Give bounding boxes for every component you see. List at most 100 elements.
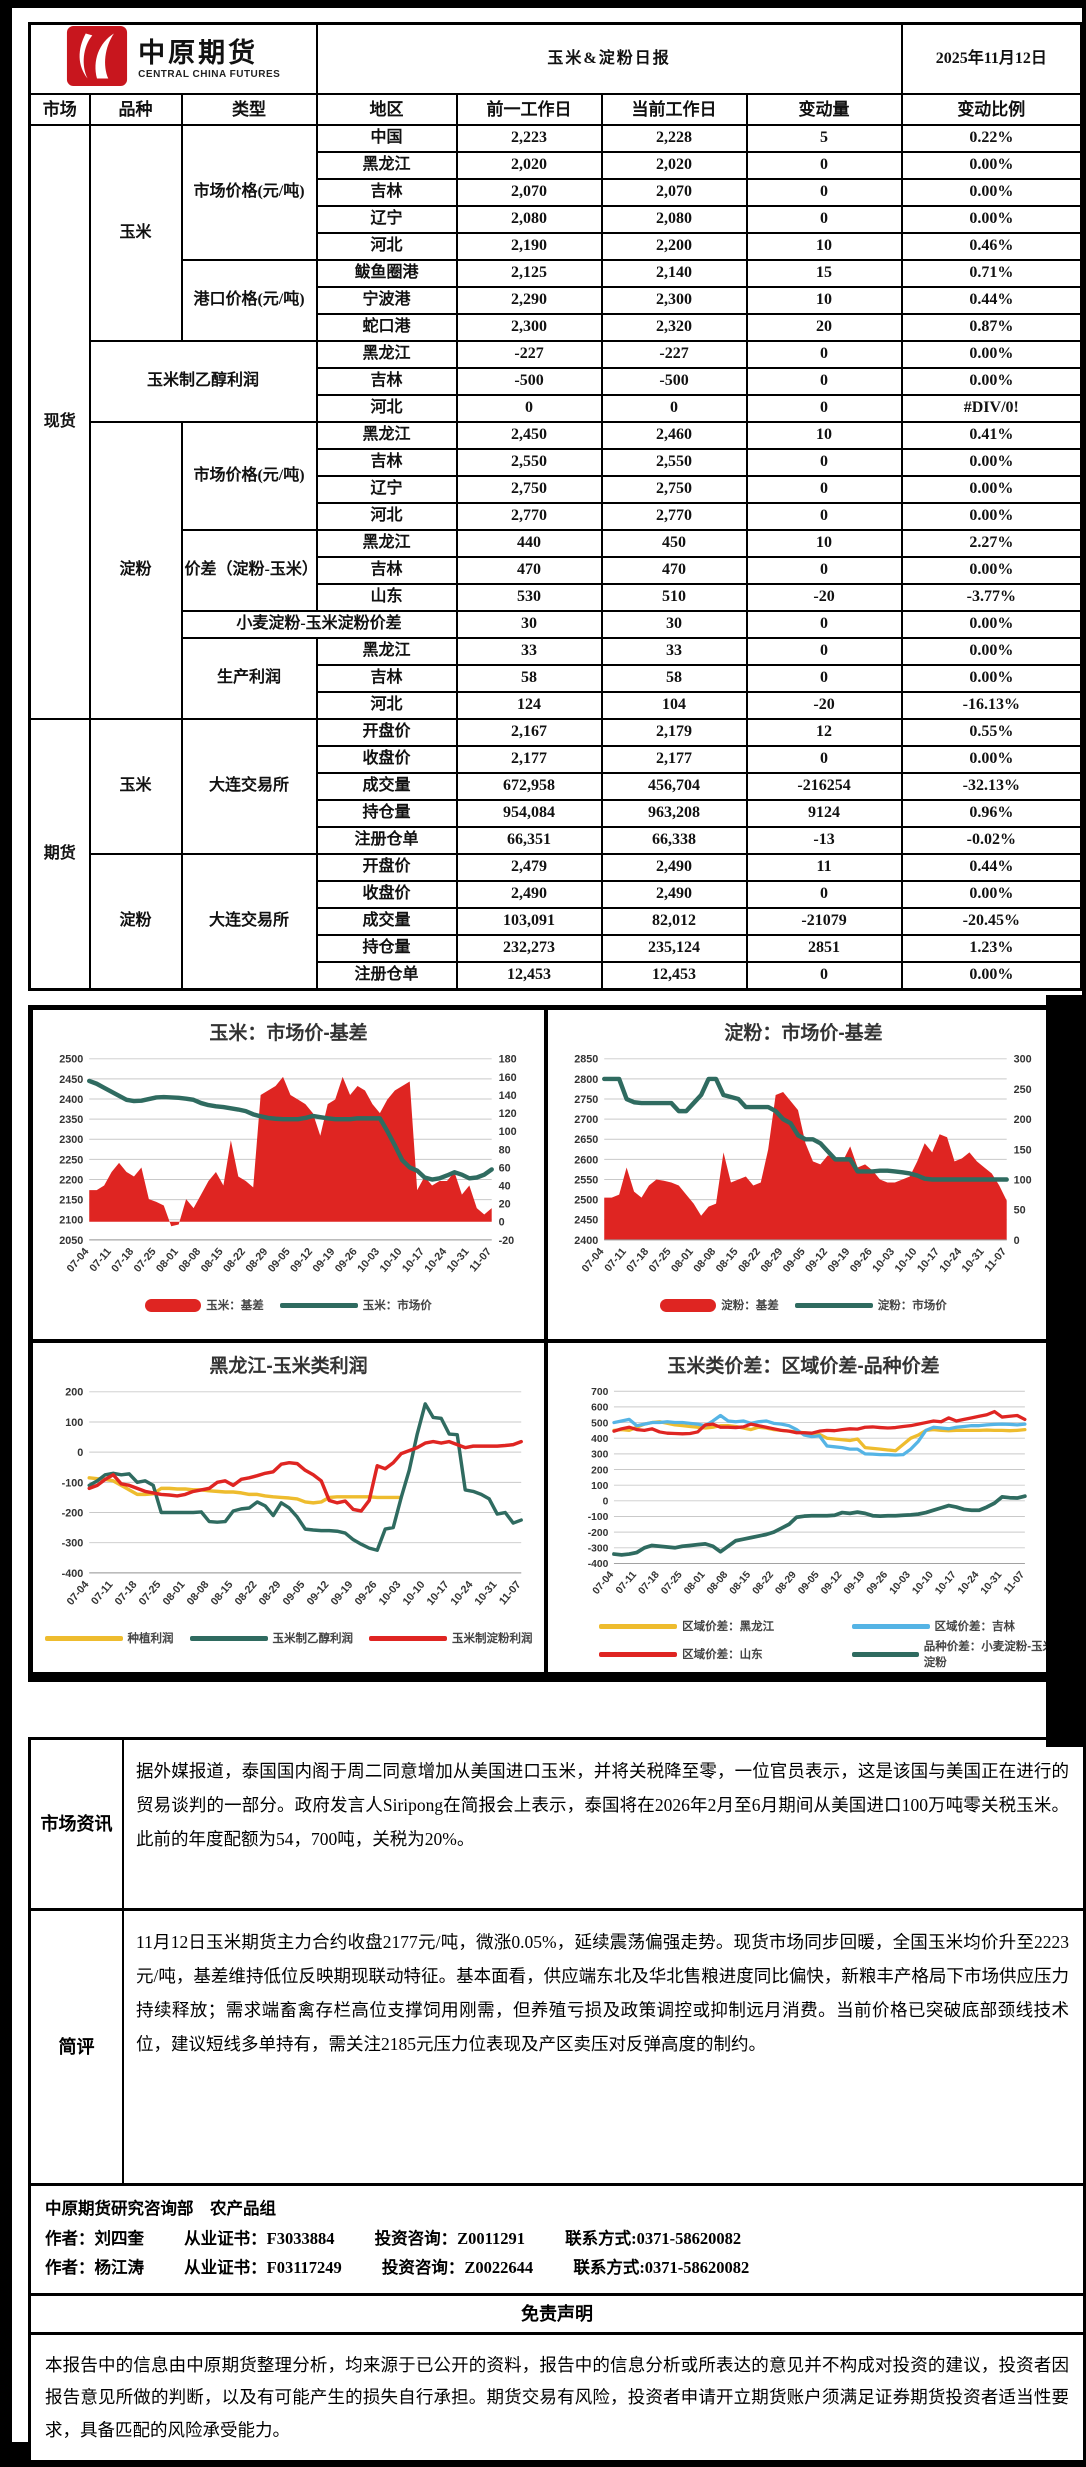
prev-cell: 232,273 <box>455 934 603 963</box>
svg-text:2350: 2350 <box>59 1114 83 1126</box>
group-starch: 淀粉 <box>88 421 183 720</box>
prev-cell: 440 <box>455 529 603 558</box>
svg-text:08-01: 08-01 <box>161 1579 188 1608</box>
header-band: 中原期货 CENTRAL CHINA FUTURES 玉米&淀粉日报 2025年… <box>28 22 1083 95</box>
svg-text:08-22: 08-22 <box>751 1569 777 1596</box>
svg-text:08-22: 08-22 <box>221 1246 248 1275</box>
svg-text:09-26: 09-26 <box>848 1246 875 1275</box>
contact-block: 中原期货研究咨询部 农产品组 作者：刘四奎 从业证书：F3033884 投资咨询… <box>31 2186 1083 2297</box>
svg-text:2100: 2100 <box>59 1215 83 1227</box>
svg-text:09-19: 09-19 <box>826 1246 853 1275</box>
region-cell: 黑龙江 <box>315 421 458 450</box>
svg-text:2450: 2450 <box>59 1074 83 1086</box>
cur-cell: 2,179 <box>600 718 748 747</box>
table-row: 吉林 -500 -500 0 0.00% <box>30 367 1083 396</box>
table-row: 价差（淀粉-玉米） 黑龙江 440 450 10 2.27% <box>30 529 1083 612</box>
svg-text:10-17: 10-17 <box>915 1246 942 1275</box>
chg-cell: 0 <box>745 664 903 693</box>
region-cell: 宁波港 <box>315 286 458 315</box>
svg-text:08-29: 08-29 <box>774 1569 800 1596</box>
region-cell: 吉林 <box>315 367 458 396</box>
pct-cell: 0.55% <box>900 718 1083 747</box>
col-type: 类型 <box>180 93 318 126</box>
svg-text:10-17: 10-17 <box>425 1579 452 1608</box>
table-row: 港口价格(元/吨) 鲅鱼圈港 2,125 2,140 15 0.71% <box>30 259 1083 342</box>
svg-text:2500: 2500 <box>59 1054 83 1066</box>
cur-cell: 450 <box>600 529 748 558</box>
svg-text:10-31: 10-31 <box>445 1246 472 1275</box>
svg-text:08-01: 08-01 <box>154 1246 181 1275</box>
metric-cell: 持仓量 <box>315 934 458 963</box>
chart-heilongjiang-profit: 黑龙江-玉米类利润 -400 -300 -200 -100 0 100 200 07-04 07… <box>31 1341 546 1674</box>
pct-cell: 0.44% <box>900 853 1083 882</box>
table-row: 小麦淀粉-玉米淀粉价差 30 30 0 0.00% <box>30 610 1083 639</box>
prev-cell: -500 <box>455 367 603 396</box>
exchange-label: 大连交易所 <box>180 853 318 991</box>
metric-cell: 收盘价 <box>315 880 458 909</box>
table-row: 成交量 103,091 82,012 -21079 -20.45% <box>30 907 1083 936</box>
svg-text:10-31: 10-31 <box>473 1579 500 1608</box>
col-cur: 当前工作日 <box>600 93 748 126</box>
svg-text:10-17: 10-17 <box>933 1569 959 1596</box>
svg-text:10-24: 10-24 <box>956 1569 982 1596</box>
pct-cell: 0.00% <box>900 637 1083 666</box>
type-label: 市场价格(元/吨) <box>180 421 318 531</box>
svg-text:08-15: 08-15 <box>714 1246 741 1275</box>
chg-cell: 2851 <box>745 934 903 963</box>
chg-cell: 5 <box>745 124 903 153</box>
table-row: 淀粉 市场价格(元/吨) 黑龙江 2,450 2,460 10 0.41% <box>30 421 1083 720</box>
svg-text:100: 100 <box>591 1481 608 1492</box>
author-line: 作者：杨江涛 从业证书：F03117249 投资咨询：Z0022644 联系方式… <box>45 2253 1069 2283</box>
table-row: 持仓量 232,273 235,124 2851 1.23% <box>30 934 1083 963</box>
svg-text:10-24: 10-24 <box>449 1579 476 1608</box>
prev-cell: 0 <box>455 394 603 423</box>
svg-text:11-07: 11-07 <box>982 1246 1009 1274</box>
starch-basis-plot: 2400245025002550260026502700275028002850… <box>574 1054 1031 1275</box>
col-chg: 变动量 <box>745 93 903 126</box>
prev-cell: 2,479 <box>455 853 603 882</box>
cur-cell: -227 <box>600 340 748 369</box>
svg-text:07-25: 07-25 <box>647 1246 674 1275</box>
svg-text:07-04: 07-04 <box>65 1579 92 1608</box>
disclaimer-text: 本报告中的信息由中原期货整理分析，均来源于已公开的资料，报告中的信息分析或所表达… <box>45 2355 1069 2440</box>
table-row: 吉林 2,550 2,550 0 0.00% <box>30 448 1083 477</box>
svg-text:2750: 2750 <box>574 1094 598 1106</box>
svg-text:100: 100 <box>499 1126 517 1138</box>
chart-title: 黑龙江-玉米类利润 <box>209 1356 368 1377</box>
svg-text:09-12: 09-12 <box>819 1569 845 1596</box>
pct-cell: 0.00% <box>900 151 1083 180</box>
prev-cell: 2,167 <box>455 718 603 747</box>
chg-cell: 0 <box>745 502 903 531</box>
cur-cell: 510 <box>600 583 748 612</box>
pct-cell: 0.96% <box>900 799 1083 828</box>
table-row: 河北 124 104 -20 -16.13% <box>30 691 1083 720</box>
chg-cell: -20 <box>745 583 903 612</box>
text-sections: 市场资讯 据外媒报道，泰国国内阁于周二同意增加从美国进口玉米，并将关税降至零，一… <box>28 1737 1086 2464</box>
group-futures: 期货 <box>28 718 91 991</box>
svg-text:2400: 2400 <box>59 1094 83 1106</box>
chg-cell: 0 <box>745 448 903 477</box>
chg-cell: -216254 <box>745 772 903 801</box>
svg-text:-400: -400 <box>62 1568 84 1580</box>
chg-cell: 0 <box>745 340 903 369</box>
pct-cell: #DIV/0! <box>900 394 1083 423</box>
type-label: 小麦淀粉-玉米淀粉价差 <box>180 610 458 639</box>
type-label: 市场价格(元/吨) <box>180 124 318 261</box>
svg-text:09-12: 09-12 <box>803 1246 830 1275</box>
spreads-plot: -400 -300 -200 -100 0 100 200 300 400 500 600 700 07… <box>588 1387 1028 1597</box>
region-cell: 河北 <box>315 691 458 720</box>
svg-text:40: 40 <box>499 1180 511 1192</box>
table-row: 现货 玉米 市场价格(元/吨) 中国 2,223 2,228 5 0.22% <box>28 124 1083 720</box>
svg-text:08-08: 08-08 <box>691 1246 718 1275</box>
pct-cell: 0.00% <box>900 340 1083 369</box>
chg-cell: 10 <box>745 421 903 450</box>
chart-title: 玉米：市场价-基差 <box>209 1023 368 1044</box>
chg-cell: -20 <box>745 691 903 720</box>
cur-cell: 2,750 <box>600 475 748 504</box>
svg-text:08-01: 08-01 <box>669 1246 696 1275</box>
pct-cell: -32.13% <box>900 772 1083 801</box>
svg-text:09-05: 09-05 <box>266 1246 293 1275</box>
cur-cell: 66,338 <box>600 826 748 855</box>
chg-cell: 9124 <box>745 799 903 828</box>
prev-cell: 58 <box>455 664 603 693</box>
